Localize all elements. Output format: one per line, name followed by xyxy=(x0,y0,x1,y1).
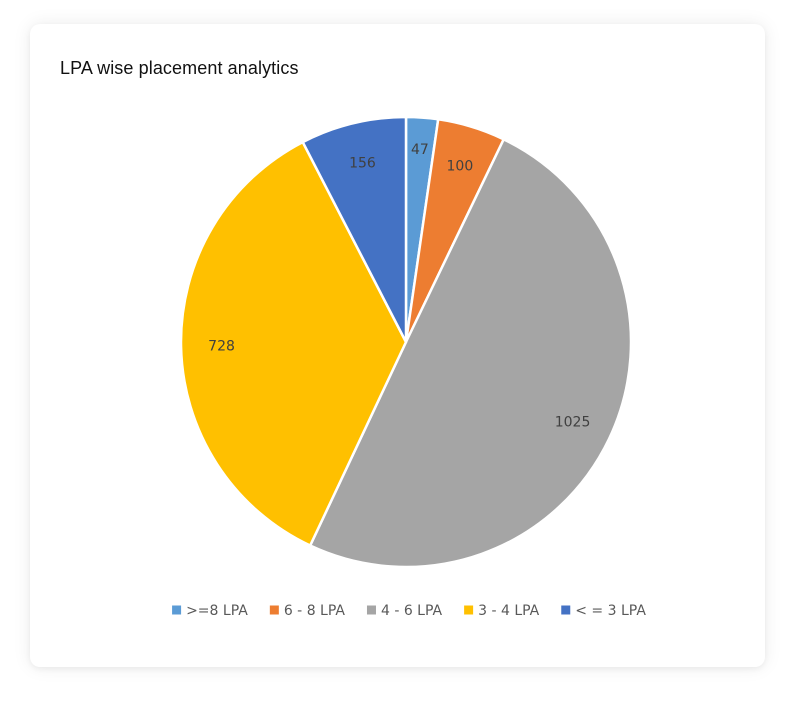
legend-swatch xyxy=(366,605,376,615)
chart-title: LPA wise placement analytics xyxy=(60,58,299,78)
data-label-3-lpa: 156 xyxy=(349,156,376,172)
legend-swatch xyxy=(269,605,279,615)
pie-chart: 47 100 1025 728 156 >=8 LPA 6 - 8 LPA 4 - 6 LP… xyxy=(172,115,646,619)
legend-item-6-8-lpa: 6 - 8 LPA xyxy=(269,603,346,619)
data-label-8-lpa: 47 xyxy=(411,142,429,158)
pie-data-labels: 47 100 1025 728 156 xyxy=(208,142,590,430)
chart-legend: >=8 LPA 6 - 8 LPA 4 - 6 LPA 3 - 4 LPA < = 3 … xyxy=(172,603,646,619)
legend-label: < = 3 LPA xyxy=(575,603,646,619)
chart-card: LPA wise placement analytics 47 100 1025 72… xyxy=(30,24,765,667)
data-label-4-6-lpa: 1025 xyxy=(555,414,591,430)
data-label-6-8-lpa: 100 xyxy=(447,159,474,175)
pie-slices xyxy=(179,115,633,569)
data-label-3-4-lpa: 728 xyxy=(208,338,235,354)
pie-slice-3-4-lpa xyxy=(179,140,408,547)
legend-swatch xyxy=(172,605,182,615)
pie-slice-3-lpa xyxy=(301,115,408,344)
legend-label: 6 - 8 LPA xyxy=(284,603,346,619)
legend-item-4-6-lpa: 4 - 6 LPA xyxy=(366,603,443,619)
pie-slice-4-6-lpa xyxy=(308,138,633,569)
legend-item-3-lpa: < = 3 LPA xyxy=(561,603,646,619)
legend-swatch xyxy=(561,605,571,615)
legend-label: 3 - 4 LPA xyxy=(478,603,540,619)
legend-label: >=8 LPA xyxy=(186,603,248,619)
legend-label: 4 - 6 LPA xyxy=(381,603,443,619)
legend-item-3-4-lpa: 3 - 4 LPA xyxy=(464,603,540,619)
legend-swatch xyxy=(464,605,474,615)
legend-item-8-lpa: >=8 LPA xyxy=(172,603,248,619)
